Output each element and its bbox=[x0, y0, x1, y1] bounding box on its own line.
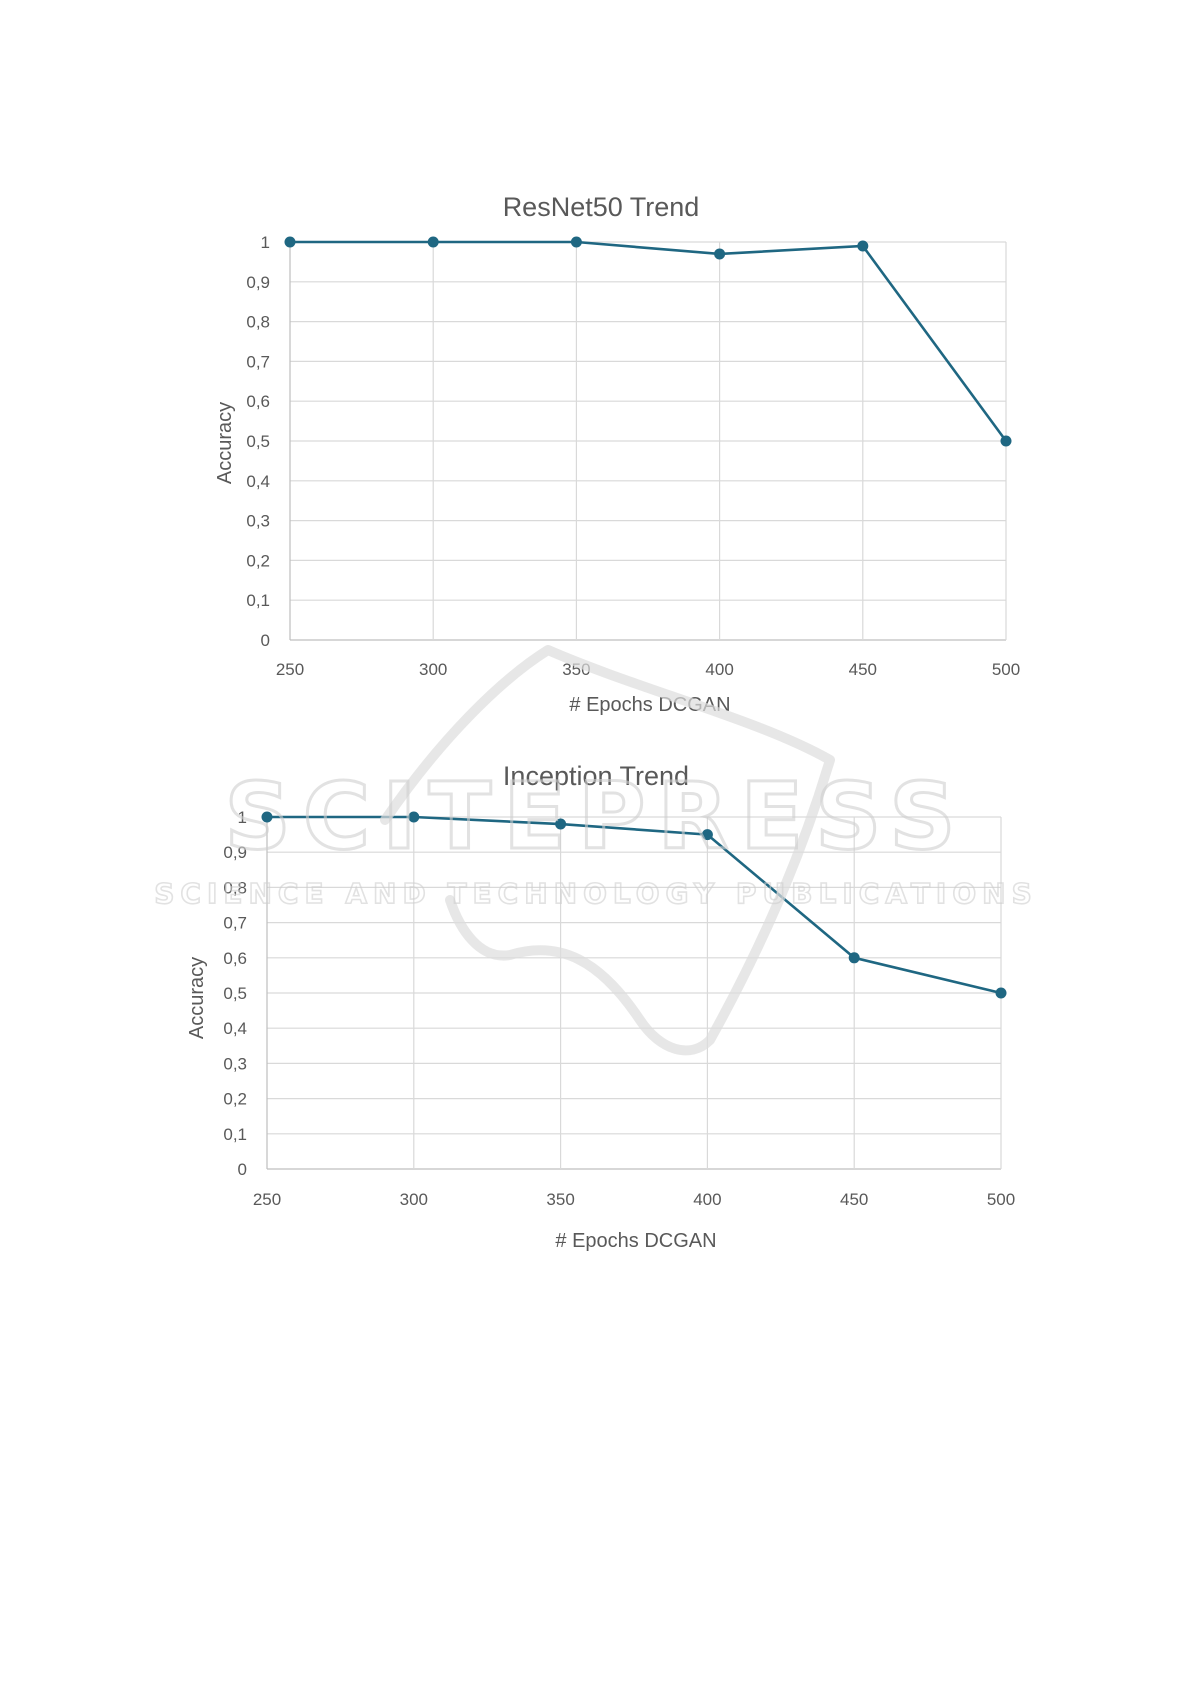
resnet50-chart: ResNet50 Trend 0 0,1 0,2 0,3 0,4 0,5 0,6 0,7 0,8… bbox=[214, 192, 1020, 716]
y-tick-labels: 0 0,1 0,2 0,3 0,4 0,5 0,6 0,7 0,8 0,9 1 bbox=[246, 233, 270, 650]
y-tick-label: 0,3 bbox=[246, 512, 270, 531]
data-point bbox=[701, 829, 713, 841]
x-tick-label: 400 bbox=[705, 660, 733, 679]
y-tick-label: 0,2 bbox=[223, 1090, 247, 1109]
y-tick-label: 0,4 bbox=[246, 472, 270, 491]
x-tick-label: 300 bbox=[400, 1190, 428, 1209]
chart-title: ResNet50 Trend bbox=[503, 192, 700, 222]
y-tick-label: 0,5 bbox=[223, 984, 247, 1003]
data-points bbox=[261, 811, 1007, 999]
series-line bbox=[267, 815, 1002, 995]
data-point bbox=[427, 236, 439, 248]
x-tick-label: 250 bbox=[253, 1190, 281, 1209]
x-tick-label: 450 bbox=[840, 1190, 868, 1209]
y-tick-labels: 0 0,1 0,2 0,3 0,4 0,5 0,6 0,7 0,8 0,9 1 bbox=[223, 808, 247, 1179]
x-tick-label: 450 bbox=[849, 660, 877, 679]
data-point bbox=[284, 236, 296, 248]
data-point bbox=[714, 248, 726, 260]
y-tick-label: 0,1 bbox=[223, 1125, 247, 1144]
y-tick-label: 1 bbox=[238, 808, 247, 827]
series-line bbox=[290, 240, 1008, 442]
y-tick-label: 0,5 bbox=[246, 432, 270, 451]
grid-lines bbox=[289, 241, 1007, 641]
x-tick-label: 300 bbox=[419, 660, 447, 679]
y-tick-label: 0,8 bbox=[246, 313, 270, 332]
y-tick-label: 0,2 bbox=[246, 551, 270, 570]
inception-chart: Inception Trend 0 0,1 0,2 0,3 0,4 0,5 0,6 0,7 0,… bbox=[186, 761, 1015, 1252]
y-tick-label: 0 bbox=[238, 1160, 247, 1179]
x-axis-label: # Epochs DCGAN bbox=[555, 1230, 716, 1252]
y-tick-label: 0,8 bbox=[223, 878, 247, 897]
x-tick-labels: 250 300 350 400 450 500 bbox=[276, 660, 1020, 679]
data-point bbox=[1000, 435, 1012, 447]
y-tick-label: 0,1 bbox=[246, 591, 270, 610]
y-tick-label: 0,9 bbox=[246, 273, 270, 292]
chart-title: Inception Trend bbox=[503, 761, 689, 791]
y-tick-label: 0,6 bbox=[246, 392, 270, 411]
y-tick-label: 0 bbox=[261, 631, 270, 650]
x-tick-label: 350 bbox=[546, 1190, 574, 1209]
data-point bbox=[555, 818, 567, 830]
x-tick-label: 250 bbox=[276, 660, 304, 679]
data-point bbox=[857, 240, 869, 252]
y-axis-label: Accuracy bbox=[214, 402, 236, 484]
x-tick-label: 400 bbox=[693, 1190, 721, 1209]
data-point bbox=[570, 236, 582, 248]
y-tick-label: 0,4 bbox=[223, 1019, 247, 1038]
data-point bbox=[995, 987, 1007, 999]
data-points bbox=[284, 236, 1012, 447]
y-tick-label: 0,7 bbox=[223, 914, 247, 933]
x-tick-label: 350 bbox=[562, 660, 590, 679]
grid-lines bbox=[266, 816, 1002, 1170]
y-tick-label: 0,6 bbox=[223, 949, 247, 968]
y-tick-label: 0,9 bbox=[223, 843, 247, 862]
x-tick-labels: 250 300 350 400 450 500 bbox=[253, 1190, 1015, 1209]
data-point bbox=[261, 811, 273, 823]
y-tick-label: 0,7 bbox=[246, 352, 270, 371]
x-tick-label: 500 bbox=[987, 1190, 1015, 1209]
data-point bbox=[408, 811, 420, 823]
y-tick-label: 1 bbox=[261, 233, 270, 252]
x-axis-label: # Epochs DCGAN bbox=[569, 694, 730, 716]
x-tick-label: 500 bbox=[992, 660, 1020, 679]
y-axis-label: Accuracy bbox=[186, 957, 208, 1039]
y-tick-label: 0,3 bbox=[223, 1054, 247, 1073]
data-point bbox=[848, 952, 860, 964]
